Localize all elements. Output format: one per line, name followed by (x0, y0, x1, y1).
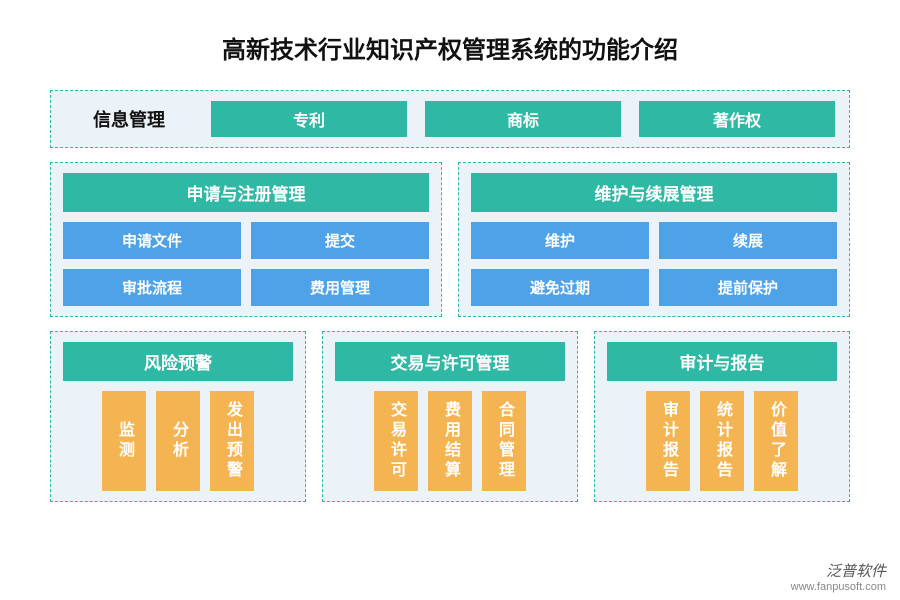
middle-row: 申请与注册管理 申请文件 提交 审批流程 费用管理 维护与续展管理 维护 续展 … (50, 162, 850, 317)
risk-warning-box: 风险预警 监测 分析 发出预警 (50, 331, 306, 502)
item-stat-report: 统计报告 (700, 391, 744, 491)
item-apply-file: 申请文件 (63, 222, 241, 259)
watermark: 泛普软件 www.fanpusoft.com (791, 563, 886, 594)
item-pre-protect: 提前保护 (659, 269, 837, 306)
maintain-renew-box: 维护与续展管理 维护 续展 避免过期 提前保护 (458, 162, 850, 317)
item-approval: 审批流程 (63, 269, 241, 306)
maintain-renew-header: 维护与续展管理 (471, 173, 837, 212)
watermark-cn: 泛普软件 (826, 563, 886, 580)
pill-patent: 专利 (211, 101, 407, 137)
bottom-row: 风险预警 监测 分析 发出预警 交易与许可管理 交易许可 费用结算 合同管理 审… (50, 331, 850, 502)
item-monitor: 监测 (102, 391, 146, 491)
info-mgmt-row: 信息管理 专利 商标 著作权 (50, 90, 850, 148)
info-mgmt-label: 信息管理 (65, 102, 193, 136)
pill-copyright: 著作权 (639, 101, 835, 137)
item-audit-report: 审计报告 (646, 391, 690, 491)
pill-trademark: 商标 (425, 101, 621, 137)
page-title: 高新技术行业知识产权管理系统的功能介绍 (50, 30, 850, 65)
audit-report-box: 审计与报告 审计报告 统计报告 价值了解 (594, 331, 850, 502)
apply-register-box: 申请与注册管理 申请文件 提交 审批流程 费用管理 (50, 162, 442, 317)
item-maintain: 维护 (471, 222, 649, 259)
item-value: 价值了解 (754, 391, 798, 491)
apply-register-header: 申请与注册管理 (63, 173, 429, 212)
trade-license-box: 交易与许可管理 交易许可 费用结算 合同管理 (322, 331, 578, 502)
risk-warning-header: 风险预警 (63, 342, 293, 381)
trade-license-header: 交易与许可管理 (335, 342, 565, 381)
item-contract: 合同管理 (482, 391, 526, 491)
item-renew: 续展 (659, 222, 837, 259)
item-issue-warning: 发出预警 (210, 391, 254, 491)
watermark-url: www.fanpusoft.com (791, 581, 886, 593)
item-submit: 提交 (251, 222, 429, 259)
item-avoid-expire: 避免过期 (471, 269, 649, 306)
item-fee-mgmt: 费用管理 (251, 269, 429, 306)
item-trade-license: 交易许可 (374, 391, 418, 491)
item-fee-settle: 费用结算 (428, 391, 472, 491)
audit-report-header: 审计与报告 (607, 342, 837, 381)
item-analyze: 分析 (156, 391, 200, 491)
